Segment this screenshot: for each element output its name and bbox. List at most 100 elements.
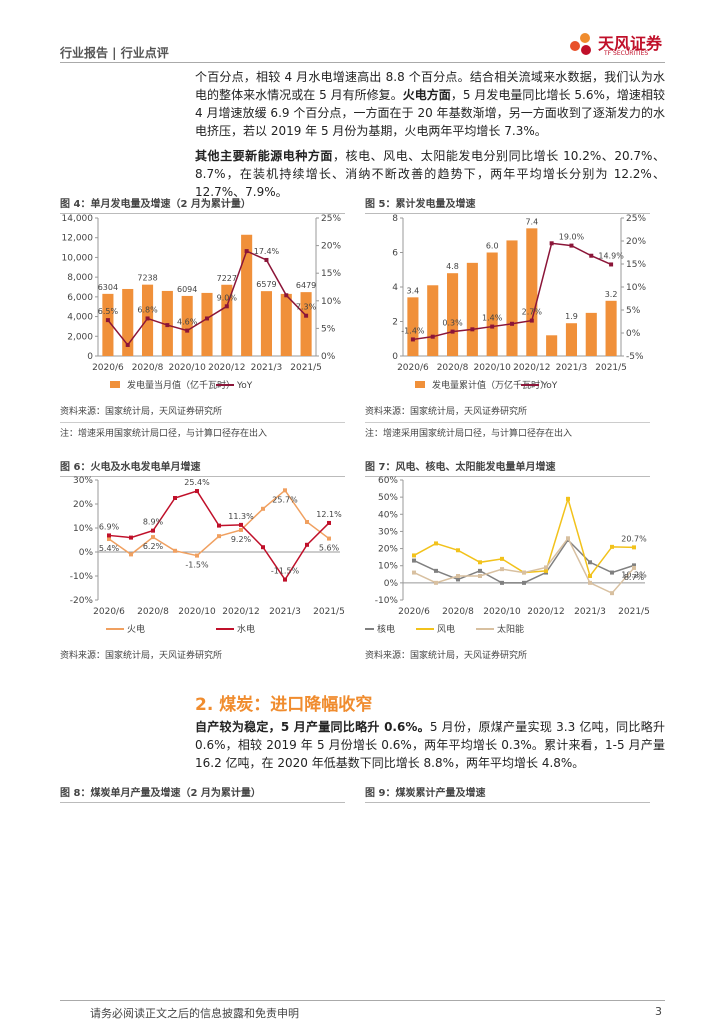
y-tick-label: 12,000 <box>62 234 94 244</box>
paragraph: 自产较为稳定，5 月产量同比略升 0.6%。5 月份，原煤产量实现 3.3 亿吨… <box>195 718 665 772</box>
legend-label: 太阳能 <box>497 623 524 635</box>
x-tick-label: 2021/5 <box>290 363 322 373</box>
data-label: 3.4 <box>407 286 420 295</box>
point <box>434 568 438 573</box>
y-tick-label: -10% <box>375 596 399 606</box>
footer-disclaimer: 请务必阅读正文之后的信息披露和免责申明 <box>90 1007 299 1020</box>
y-tick-label: 2,000 <box>67 332 93 342</box>
point <box>610 544 614 549</box>
bar <box>565 323 578 356</box>
y-tick-label: -10% <box>70 572 94 582</box>
point <box>173 548 177 553</box>
point <box>456 577 460 582</box>
bar <box>486 252 498 356</box>
x-tick-label: 2020/12 <box>208 363 245 373</box>
point <box>500 556 504 561</box>
bar <box>102 293 114 356</box>
data-label: 9.0% <box>217 293 238 302</box>
legend-label: 水电 <box>237 623 255 635</box>
point <box>589 253 594 258</box>
point <box>173 496 177 500</box>
point <box>125 342 130 347</box>
y2-tick-label: 0% <box>626 329 641 339</box>
bar <box>300 292 312 356</box>
page-number: 3 <box>655 1005 662 1018</box>
bar <box>427 285 439 356</box>
point <box>185 328 190 333</box>
point <box>244 249 249 254</box>
source-note: 资料来源：国家统计局，天风证券研究所 <box>60 407 223 417</box>
data-label: 7.3% <box>296 303 317 312</box>
y-tick-label: 6 <box>392 249 398 259</box>
source-note: 资料来源：国家统计局，天风证券研究所 <box>365 407 528 417</box>
figure-caption: 图 8：煤炭单月产量及增速（2 月为累计量） <box>60 784 345 803</box>
x-tick-label: 2021/3 <box>269 607 301 617</box>
y2-tick-label: 5% <box>626 306 641 316</box>
legend-swatch <box>415 381 425 388</box>
x-tick-label: 2020/6 <box>397 363 429 373</box>
text-run: 火电方面 <box>402 88 451 102</box>
x-tick-label: 2021/5 <box>618 607 650 617</box>
bar <box>585 312 597 356</box>
legend-swatch <box>110 381 120 388</box>
point <box>239 522 243 527</box>
data-label: 10.2% <box>621 570 647 579</box>
point <box>549 241 554 246</box>
data-label: 19.0% <box>559 233 585 242</box>
bar <box>280 293 292 356</box>
figure-caption: 图 4：单月发电量及增速（2 月为累计量） <box>60 195 345 214</box>
x-tick-label: 2021/3 <box>556 363 588 373</box>
y-tick-label: 30% <box>378 527 398 537</box>
data-label: 6.5% <box>98 307 119 316</box>
point <box>588 580 592 585</box>
header-rule <box>60 62 665 63</box>
point <box>261 506 265 511</box>
point <box>529 318 534 323</box>
paragraph: 个百分点，相较 4 月水电增速高出 8.8 个百分点。结合相关流域来水数据，我们… <box>195 68 665 140</box>
data-label: -1.5% <box>185 561 209 570</box>
y-tick-label: 0% <box>384 579 399 589</box>
data-label: 1.9 <box>565 312 578 321</box>
y-tick-label: 4 <box>392 283 398 293</box>
legend-label: YoY <box>236 381 253 391</box>
paragraph: 其他主要新能源电种方面，核电、风电、太阳能发电分别同比增长 10.2%、20.7… <box>195 147 665 201</box>
point <box>283 577 287 582</box>
x-tick-label: 2020/12 <box>513 363 550 373</box>
y-tick-label: 4,000 <box>67 313 93 323</box>
y-tick-label: 20% <box>73 500 93 510</box>
data-label: 6304 <box>98 283 118 292</box>
x-tick-label: 2020/6 <box>93 607 125 617</box>
data-label: 6.0 <box>486 242 499 251</box>
data-label: 6.9% <box>99 522 120 531</box>
data-label: 7227 <box>217 274 237 283</box>
header-title: 行业报告 | 行业点评 <box>60 46 169 60</box>
point <box>145 316 150 321</box>
point <box>500 580 504 585</box>
point <box>430 334 435 339</box>
point <box>522 570 526 575</box>
bar <box>407 297 419 356</box>
text-run: ，核电、风电、太阳能发电分别同比增长 10.2%、20.7%、8.7%，在装机持… <box>195 149 665 199</box>
note: 注：增速采用国家统计局口径，与计算口径存在出入 <box>365 422 650 439</box>
bar <box>526 228 538 356</box>
point <box>129 552 133 557</box>
x-tick-label: 2020/8 <box>137 607 169 617</box>
logo-text: 天风证券 <box>598 34 663 53</box>
point <box>107 537 111 542</box>
point <box>588 560 592 565</box>
point <box>544 568 548 573</box>
legend-label: 发电量累计值（万亿千瓦时） <box>432 379 549 391</box>
figure-caption: 图 9：煤炭累计产量及增速 <box>365 784 650 803</box>
point <box>239 527 243 532</box>
y2-tick-label: 5% <box>321 324 336 334</box>
data-label: 17.4% <box>254 247 280 256</box>
point <box>610 570 614 575</box>
data-label: 7238 <box>137 274 157 283</box>
y-tick-label: 20% <box>378 545 398 555</box>
line <box>413 496 635 578</box>
x-tick-label: 2021/3 <box>251 363 283 373</box>
x-tick-label: 2020/12 <box>222 607 259 617</box>
point <box>151 535 155 540</box>
point <box>566 496 570 501</box>
figure-caption: 图 7：风电、核电、太阳能发电量单月增速 <box>365 458 650 477</box>
